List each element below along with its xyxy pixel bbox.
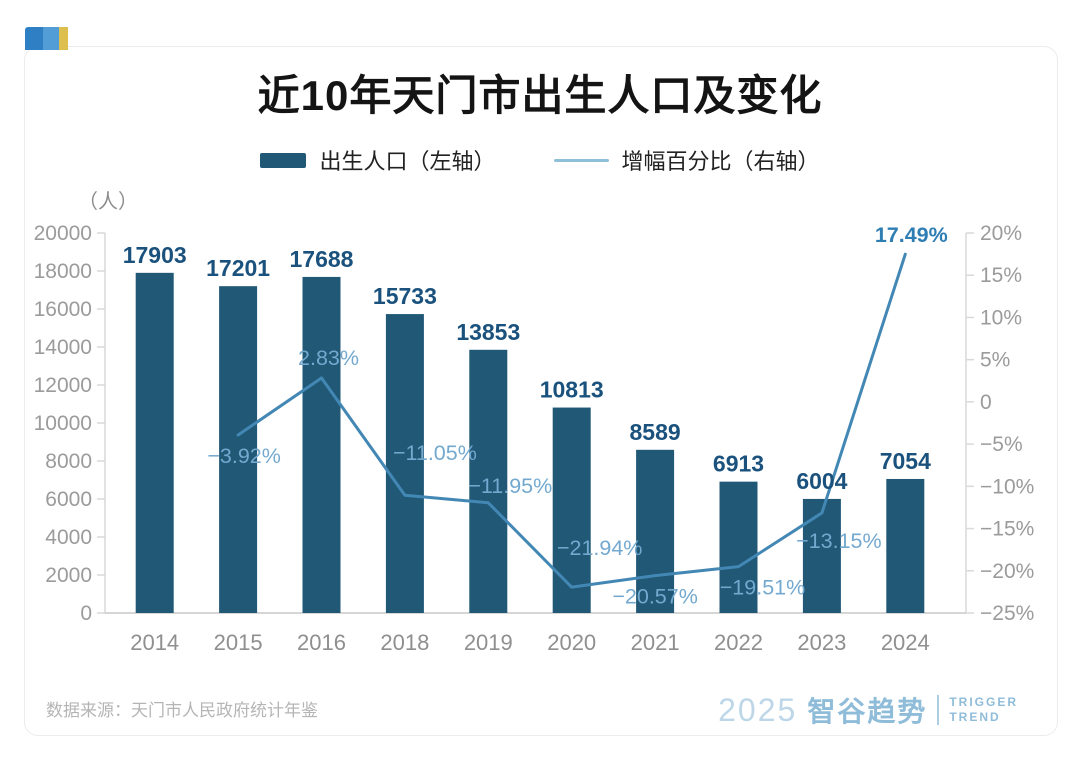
right-axis-tick-label: −5% [980,433,1023,456]
legend-item-line: 增幅百分比（右轴） [553,144,820,176]
legend-label-bars: 出生人口（左轴） [319,149,496,174]
brand-english: TRIGGER TREND [949,695,1018,725]
right-axis-tick-label: −10% [980,475,1034,498]
bar-value-label: 8589 [630,419,681,445]
right-axis-tick-label: −25% [980,602,1034,625]
left-axis-tick-label: 12000 [34,374,92,397]
x-axis-label: 2024 [881,630,930,655]
left-axis-tick-label: 6000 [45,488,92,511]
bar-value-label: 15733 [373,283,437,309]
bar-value-label: 17688 [290,246,354,272]
right-axis-tick-label: −20% [980,560,1034,583]
bar [385,314,424,613]
bar-series-swatch-icon [260,152,307,168]
chart-card [24,46,1058,736]
bar [802,498,841,613]
x-axis-label: 2023 [797,630,846,655]
bar [135,272,174,613]
brand-year: 2025 [718,691,798,728]
x-axis-label: 2020 [547,630,596,655]
bar-value-label: 10813 [540,377,604,403]
percent-label: −19.51% [720,576,805,600]
left-axis-tick-label: 8000 [45,450,92,473]
bar [302,276,341,613]
logo-stripe-yellow-icon [59,27,68,50]
right-axis-tick-label: −15% [980,518,1034,541]
right-axis-tick-label: 10% [980,306,1022,329]
left-axis-tick-label: 4000 [45,526,92,549]
chart-title: 近10年天门市出生人口及变化 [257,72,823,119]
left-axis-tick-label: 20000 [34,222,92,245]
bar [886,478,925,613]
bar-value-label: 17201 [206,255,270,281]
percent-label: −13.15% [796,529,881,553]
left-axis-tick-label: 16000 [34,298,92,321]
bar-value-label: 13853 [456,319,520,345]
brand-en-line2: TREND [949,710,1001,724]
bar-value-label: 17903 [123,242,187,268]
bar-value-label: 7054 [880,448,931,474]
brand-footer: 2025 智谷趋势 TRIGGER TREND [718,690,1018,730]
right-axis-tick-label: 15% [980,264,1022,287]
x-axis-label: 2014 [130,630,179,655]
bar [636,449,675,613]
x-axis-label: 2018 [380,630,429,655]
legend: 出生人口（左轴） 增幅百分比（右轴） [0,144,1080,176]
legend-label-line: 增幅百分比（右轴） [621,149,820,174]
trend-line [236,252,907,589]
right-axis-tick-label: 20% [980,222,1022,245]
data-source-note: 数据来源：天门市人民政府统计年鉴 [46,701,318,720]
line-series-swatch-icon [553,158,609,162]
right-axis-tick-label: 0 [980,391,992,414]
legend-item-bars: 出生人口（左轴） [260,144,496,176]
x-axis-label: 2016 [297,630,346,655]
left-axis-tick-label: 14000 [34,336,92,359]
percent-label: −20.57% [612,585,697,609]
left-axis-tick-label: 2000 [45,564,92,587]
brand-en-line1: TRIGGER [949,695,1018,709]
percent-label: −11.95% [468,474,552,498]
percent-label: 17.49% [875,223,948,247]
left-axis-tick-label: 0 [80,602,92,625]
bar [719,481,758,613]
percent-label: −3.92% [207,444,281,468]
bar [552,407,591,613]
left-axis-unit-label: （人） [78,191,138,213]
x-axis-label: 2019 [464,630,513,655]
x-axis-label: 2015 [214,630,263,655]
brand-name: 智谷趋势 [807,696,928,727]
left-axis-tick-label: 18000 [34,260,92,283]
zhigu-logo-mark [25,27,68,50]
bar-value-label: 6913 [713,451,764,477]
bar [219,286,258,613]
logo-square-lightblue-icon [43,27,59,50]
percent-label: −21.94% [557,536,642,560]
percent-label: 2.83% [298,346,359,370]
bar [469,349,508,613]
bar-value-label: 6004 [796,468,847,494]
left-axis-tick-label: 10000 [34,412,92,435]
brand-divider [937,695,940,725]
x-axis-label: 2021 [631,630,680,655]
percent-label: −11.05% [393,441,477,465]
x-axis-label: 2022 [714,630,763,655]
logo-square-blue-icon [25,27,43,50]
right-axis-tick-label: 5% [980,349,1010,372]
